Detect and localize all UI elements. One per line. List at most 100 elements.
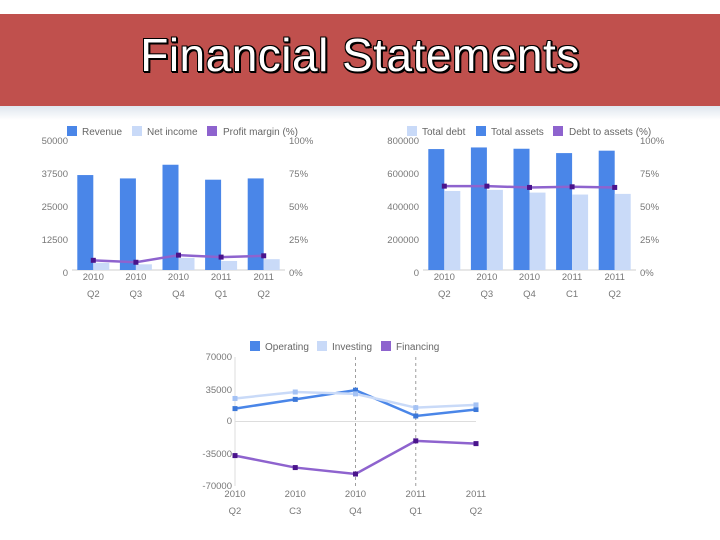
x-tick-period: Q2 [257,289,270,300]
point-profit-margin [261,253,267,259]
y-tick-left: 600000 [387,169,419,180]
x-tick-year: 2010 [476,272,497,283]
x-tick-year: 2011 [406,489,426,500]
x-tick-period: Q2 [87,289,100,300]
bar-revenue [247,178,264,270]
x-tick-period: Q3 [481,289,494,300]
y-tick-left: 0 [414,268,419,279]
income-chart: Revenue Net income Profit margin (%) 500… [42,126,314,300]
y-tick-right: 100% [640,136,665,147]
y-tick: 70000 [206,352,232,363]
bar-net-income [178,257,195,270]
x-tick-year: 2010 [83,272,104,283]
point-debt-to-assets [569,184,575,190]
title-banner [0,14,720,106]
point-financing [232,453,238,459]
x-tick-period: Q4 [349,506,362,517]
bar-net-income [93,262,110,270]
point-debt-to-assets [527,184,532,190]
y-tick-left: 37500 [42,169,68,180]
bar-total-debt [572,194,589,270]
point-investing [232,395,238,401]
legend-swatch-total-debt [407,126,417,136]
x-tick-period: Q2 [470,506,483,517]
x-tick-period: C1 [566,289,578,300]
bar-revenue [205,179,222,270]
bar-total-debt [529,192,546,270]
y-tick-right: 100% [289,136,314,147]
cashflow-chart: Operating Investing Financing 70000 3500… [202,341,486,517]
bar-total-debt [486,189,503,270]
point-profit-margin [218,254,224,260]
legend-swatch-profit-margin [207,126,217,136]
legend-swatch-debt-to-assets [553,126,563,136]
legend-label-financing: Financing [396,342,439,353]
bar-net-income [135,264,152,270]
x-tick-year: 2011 [562,272,582,283]
point-operating [353,387,358,393]
point-operating [292,396,298,402]
legend-swatch-total-assets [476,126,486,136]
x-tick-year: 2010 [285,489,306,500]
x-tick-period: Q2 [608,289,621,300]
legend-label-operating: Operating [265,342,309,353]
legend-swatch-investing [317,341,327,351]
x-tick-period: Q2 [229,506,242,517]
y-tick: 0 [227,416,232,427]
x-tick-period: C3 [289,506,301,517]
point-operating [413,413,419,419]
point-financing [353,471,358,477]
y-tick-right: 0% [640,268,654,279]
x-tick-period: Q2 [438,289,451,300]
y-tick: -35000 [202,449,232,460]
point-financing [413,438,419,444]
point-investing [413,405,419,411]
x-tick-year: 2010 [168,272,189,283]
bar-net-income [263,259,280,270]
point-debt-to-assets [612,184,618,190]
bar-revenue [77,175,94,270]
x-tick-period: Q4 [523,289,536,300]
point-investing [292,389,298,395]
point-investing [353,391,358,397]
y-tick-right: 75% [640,169,660,180]
x-tick-year: 2011 [211,272,231,283]
x-tick-year: 2011 [604,272,624,283]
slide-title: Financial Statements [140,29,580,81]
point-financing [292,465,298,471]
y-tick-right: 25% [640,235,660,246]
y-tick-left: 50000 [42,136,68,147]
point-profit-margin [176,252,181,258]
x-tick-year: 2010 [519,272,540,283]
legend-label-investing: Investing [332,342,372,353]
legend-label-net-income: Net income [147,127,198,138]
bar-total-assets [428,149,445,270]
x-tick-year: 2011 [466,489,486,500]
point-profit-margin [133,259,139,265]
legend-label-debt-to-assets: Debt to assets (%) [569,127,651,138]
point-operating [473,407,479,413]
point-profit-margin [90,257,96,263]
point-investing [473,402,479,408]
bar-total-debt [444,190,461,270]
y-tick: -70000 [202,481,232,492]
y-tick: 35000 [206,385,232,396]
bar-total-assets [598,150,615,270]
x-tick-year: 2010 [434,272,455,283]
y-tick-left: 400000 [387,202,419,213]
y-tick-left: 200000 [387,235,419,246]
bar-revenue [119,178,136,270]
x-tick-year: 2010 [125,272,146,283]
y-tick-left: 800000 [387,136,419,147]
y-tick-right: 25% [289,235,309,246]
y-tick-left: 0 [63,268,68,279]
point-operating [232,406,238,412]
bar-total-debt [614,193,631,270]
banner-divider [0,106,720,120]
point-financing [473,441,479,447]
legend-label-total-debt: Total debt [422,127,466,138]
y-tick-right: 50% [289,202,309,213]
line-financing [234,439,477,476]
x-tick-period: Q1 [215,289,228,300]
point-debt-to-assets [441,183,447,189]
